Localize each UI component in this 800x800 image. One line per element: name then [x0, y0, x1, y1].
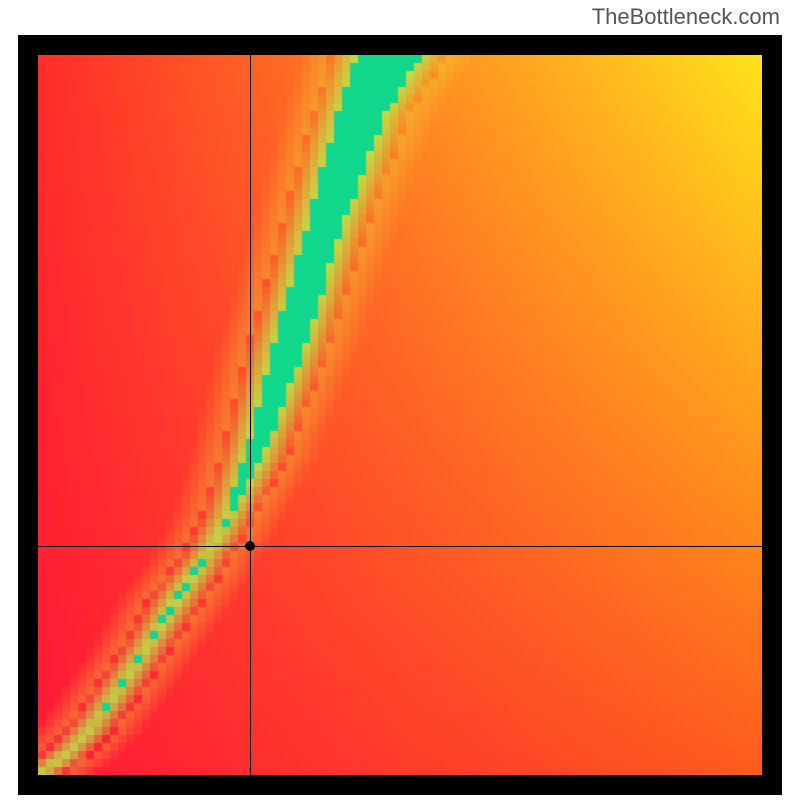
- plot-area: [38, 55, 762, 775]
- crosshair-horizontal: [38, 546, 762, 547]
- chart-frame: [18, 35, 782, 795]
- marker-dot: [245, 541, 255, 551]
- crosshair-vertical: [250, 55, 251, 775]
- watermark-text: TheBottleneck.com: [592, 4, 780, 30]
- heatmap-canvas: [38, 55, 762, 775]
